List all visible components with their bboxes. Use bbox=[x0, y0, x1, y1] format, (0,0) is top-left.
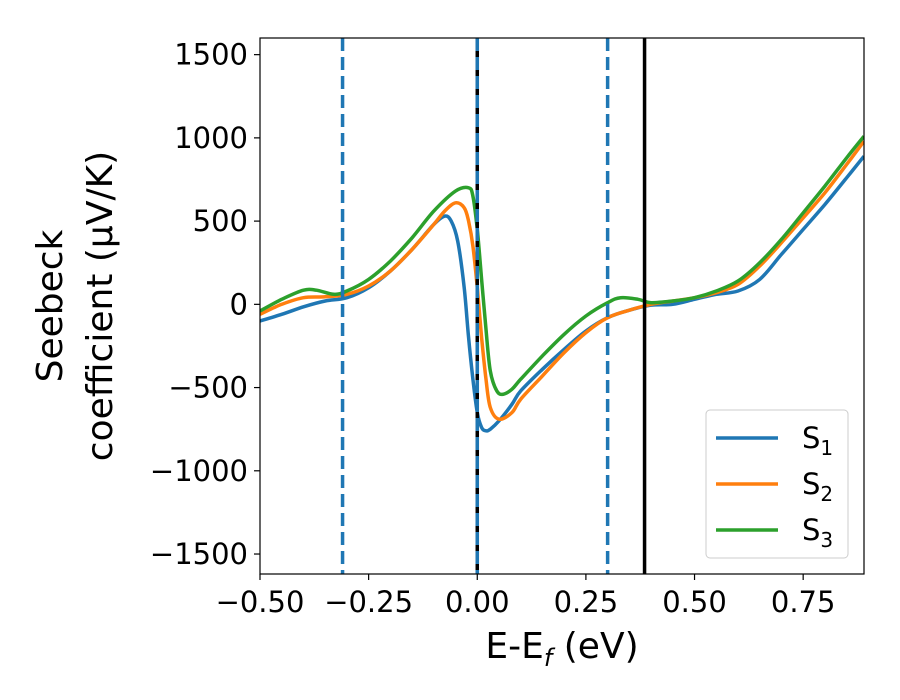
series-line-s2 bbox=[260, 140, 864, 422]
x-axis-title-unit: (eV) bbox=[552, 626, 638, 667]
series-line-s3 bbox=[260, 135, 864, 397]
series-layer bbox=[260, 135, 864, 433]
legend-label-s3: S3 bbox=[802, 513, 833, 552]
y-axis-title-line1: Seebeck bbox=[30, 229, 71, 382]
y-tick-label-2: 500 bbox=[193, 204, 248, 238]
y-tick-label-6: −1500 bbox=[150, 537, 248, 571]
y-axis-title-line2: coefficient (μV/K) bbox=[80, 151, 121, 461]
y-tick-label-3: 0 bbox=[230, 287, 248, 321]
x-tick-label-0: −0.50 bbox=[216, 585, 305, 619]
x-tick-label-2: 0.00 bbox=[445, 585, 510, 619]
reference-lines bbox=[340, 38, 647, 574]
x-tick-label-5: 0.75 bbox=[771, 585, 836, 619]
y-tick-label-4: −500 bbox=[168, 371, 248, 405]
y-tick-label-1: 1000 bbox=[174, 121, 248, 155]
x-tick-label-3: 0.25 bbox=[554, 585, 619, 619]
y-tick-label-0: 1500 bbox=[174, 38, 248, 72]
legend-label-s2: S2 bbox=[802, 467, 833, 506]
y-tick-label-5: −1000 bbox=[150, 454, 248, 488]
x-tick-label-1: −0.25 bbox=[324, 585, 413, 619]
x-axis-title-main: E-E bbox=[485, 626, 543, 667]
legend-label-s1: S1 bbox=[802, 421, 833, 460]
x-tick-label-4: 0.50 bbox=[662, 585, 727, 619]
plot-frame bbox=[259, 37, 865, 575]
x-axis-title: E-Ef (eV) bbox=[485, 626, 638, 672]
y-axis: 1500 1000 500 0 −500 −1000 −1500 bbox=[150, 38, 260, 571]
legend: S1 S2 S3 bbox=[705, 409, 849, 559]
x-axis: −0.50 −0.25 0.00 0.25 0.50 0.75 bbox=[216, 574, 836, 619]
